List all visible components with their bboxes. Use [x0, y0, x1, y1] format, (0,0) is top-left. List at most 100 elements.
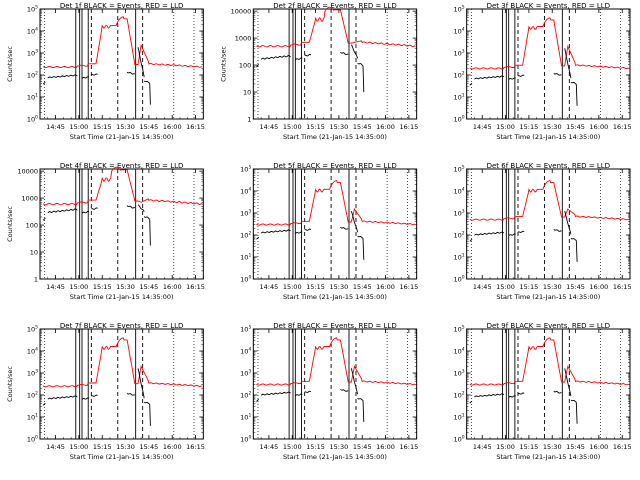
x-tick-label: 16:00 [590, 123, 609, 131]
series-events-line [256, 399, 260, 402]
plot-frame [252, 8, 418, 120]
series-events-line [350, 368, 359, 395]
series-events-line [553, 72, 562, 76]
series-events-line [340, 226, 349, 230]
series-events-line [469, 82, 473, 86]
series-events-line [508, 77, 516, 80]
y-tick-label: 105 [27, 5, 38, 14]
plot-frame [39, 168, 204, 280]
x-tick-label: 15:45 [353, 123, 372, 131]
y-tick-label: 102 [27, 71, 38, 80]
x-axis-label: Start Time (21-Jan-15 14:35:00) [70, 133, 174, 141]
chart-title: Det 9f BLACK = Events, RED = LLD [487, 322, 610, 330]
y-tick-label: 102 [27, 391, 38, 400]
series-events-line [143, 80, 150, 84]
series-events-line [91, 207, 98, 210]
y-axis-label: Counts/sec [219, 46, 227, 82]
series-events-line [294, 57, 303, 61]
y-tick-label: 103 [240, 209, 251, 218]
y-tick-label: 100 [26, 222, 38, 230]
y-tick-label: 102 [454, 231, 465, 240]
x-tick-label: 16:00 [590, 283, 609, 291]
x-tick-label: 14:45 [46, 123, 65, 131]
series-events-line [304, 390, 312, 393]
y-tick-label: 101 [240, 413, 251, 422]
x-tick-label: 15:30 [330, 443, 349, 451]
y-tick-label: 101 [27, 413, 38, 422]
chart-title: Det 4f BLACK = Events, RED = LLD [60, 162, 183, 170]
y-tick-label: 104 [454, 27, 465, 36]
x-tick-label: 16:15 [613, 443, 632, 451]
x-tick-label: 15:00 [283, 443, 302, 451]
x-tick-label: 15:15 [520, 123, 539, 131]
x-tick-label: 16:00 [163, 123, 182, 131]
series-events-line [42, 402, 46, 406]
x-axis-label: Start Time (21-Jan-15 14:35:00) [283, 293, 387, 301]
plot-frame [39, 8, 204, 120]
x-tick-label: 15:00 [70, 443, 89, 451]
x-tick-label: 15:30 [330, 283, 349, 291]
x-tick-label: 15:30 [543, 123, 562, 131]
x-tick-label: 14:45 [260, 123, 279, 131]
y-tick-label: 100 [27, 435, 38, 444]
x-tick-label: 14:45 [46, 283, 65, 291]
chart-panel-2: Det 2f BLACK = Events, RED = LLD Counts/s… [219, 2, 418, 141]
series-events-line [570, 399, 577, 403]
x-tick-label: 15:15 [93, 443, 112, 451]
x-axis-label: Start Time (21-Jan-15 14:35:00) [496, 453, 600, 461]
series-events-line [260, 229, 291, 234]
y-axis-label: Counts/sec [6, 366, 14, 402]
x-tick-label: 16:00 [376, 443, 395, 451]
series-events-line [350, 44, 359, 59]
y-tick-label: 101 [454, 253, 465, 262]
series-events-line [474, 393, 505, 398]
y-tick-label: 10000 [231, 8, 252, 16]
series-events-line [143, 401, 150, 405]
series-events-line [564, 368, 572, 397]
x-tick-label: 15:00 [283, 123, 302, 131]
series-events-line [469, 400, 473, 404]
y-tick-label: 1 [34, 276, 38, 284]
x-tick-label: 14:45 [46, 443, 65, 451]
y-tick-label: 104 [27, 347, 38, 356]
y-tick-label: 100 [239, 62, 251, 70]
series-events-line [575, 84, 578, 106]
y-tick-label: 104 [454, 347, 465, 356]
x-tick-label: 15:15 [306, 123, 325, 131]
x-tick-label: 16:00 [163, 283, 182, 291]
series-events-line [260, 55, 291, 60]
x-tick-label: 15:00 [283, 283, 302, 291]
x-axis-label: Start Time (21-Jan-15 14:35:00) [496, 133, 600, 141]
series-lld-line [469, 180, 629, 221]
series-events-line [304, 54, 312, 57]
chart-title: Det 3f BLACK = Events, RED = LLD [487, 2, 610, 10]
x-tick-label: 15:00 [70, 123, 89, 131]
y-tick-label: 103 [454, 49, 465, 58]
series-events-line [47, 74, 78, 79]
series-events-line [357, 235, 364, 239]
series-events-line [137, 47, 145, 78]
series-events-line [42, 217, 46, 221]
x-tick-label: 15:00 [496, 123, 515, 131]
series-events-line [474, 231, 505, 236]
plot-frame [466, 8, 631, 120]
y-tick-label: 1000 [235, 35, 252, 43]
series-events-line [91, 73, 98, 76]
y-tick-label: 104 [454, 187, 465, 196]
series-events-line [47, 395, 78, 400]
x-tick-label: 15:15 [520, 283, 539, 291]
chart-panel-7: Det 7f BLACK = Events, RED = LLD Counts/s… [6, 322, 205, 461]
series-events-line [137, 368, 145, 399]
x-tick-label: 15:15 [520, 443, 539, 451]
y-tick-label: 103 [240, 369, 251, 378]
series-events-line [42, 81, 46, 85]
series-lld-line [256, 180, 416, 226]
y-tick-label: 102 [240, 391, 251, 400]
series-events-line [474, 75, 505, 80]
plot-frame [466, 328, 631, 440]
chart-title: Det 1f BLACK = Events, RED = LLD [60, 2, 183, 10]
x-tick-label: 16:15 [613, 123, 632, 131]
x-tick-label: 14:45 [260, 443, 279, 451]
series-events-line [553, 229, 562, 232]
